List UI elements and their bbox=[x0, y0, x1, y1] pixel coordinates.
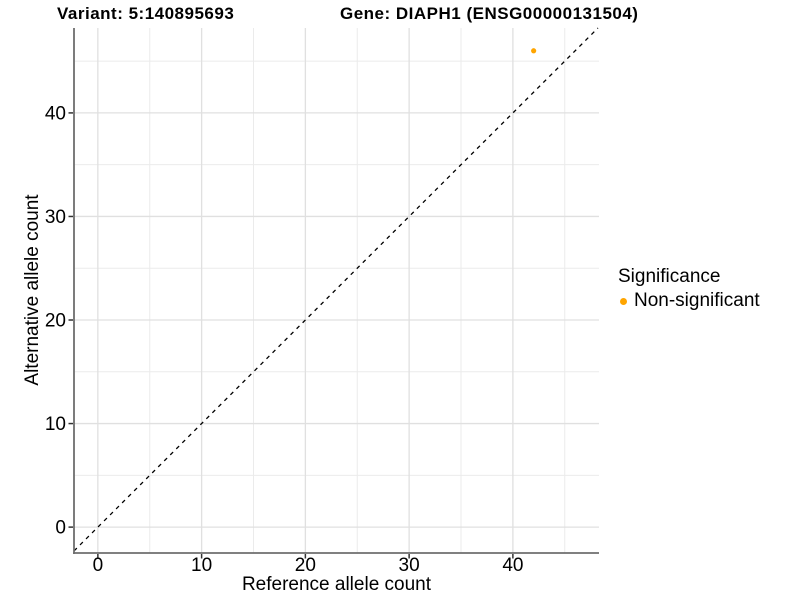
x-axis-title: Reference allele count bbox=[241, 574, 432, 595]
legend-item-non-significant[interactable]: Non-significant bbox=[616, 290, 760, 312]
gene-title: Gene: DIAPH1 (ENSG00000131504) bbox=[340, 4, 639, 23]
identity-line bbox=[73, 27, 599, 552]
x-tick-label: 30 bbox=[399, 555, 420, 576]
legend: Significance Non-significant bbox=[616, 266, 760, 312]
point-swatch-icon bbox=[620, 297, 627, 305]
legend-item-label: Non-significant bbox=[634, 290, 760, 311]
y-tick-label: 20 bbox=[45, 311, 66, 332]
data-point[interactable] bbox=[531, 48, 537, 54]
y-axis-title: Alternative allele count bbox=[22, 194, 43, 386]
legend-title: Significance bbox=[618, 266, 721, 287]
variant-title: Variant: 5:140895693 bbox=[57, 4, 235, 23]
y-tick-label: 30 bbox=[45, 207, 66, 228]
y-tick-label: 40 bbox=[45, 103, 66, 124]
x-tick-label: 40 bbox=[502, 555, 523, 576]
y-tick-label: 10 bbox=[45, 414, 66, 435]
x-tick-label: 0 bbox=[93, 555, 104, 576]
y-tick-label: 0 bbox=[55, 518, 66, 539]
x-tick-label: 10 bbox=[191, 555, 212, 576]
x-tick-label: 20 bbox=[295, 555, 316, 576]
